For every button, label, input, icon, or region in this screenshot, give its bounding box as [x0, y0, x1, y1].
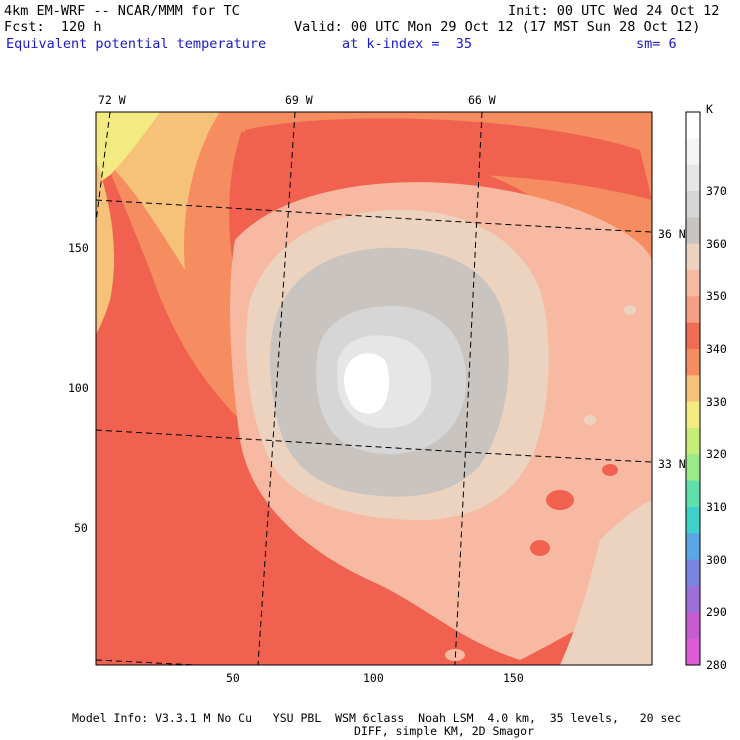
- colorbar-label: 320: [706, 447, 727, 462]
- x-tick-150: 150: [503, 671, 524, 685]
- colorbar-label: 340: [706, 342, 727, 356]
- lon-label-69w: 69 W: [285, 93, 313, 107]
- model-info: Model Info: V3.3.1 M No Cu YSU PBL WSM 6…: [72, 711, 682, 725]
- colorbar-unit: K: [706, 102, 713, 116]
- lon-label-66w: 66 W: [468, 93, 496, 107]
- y-tick-50: 50: [74, 521, 88, 535]
- colorbar-swatch: [686, 401, 700, 429]
- init-time: Init: 00 UTC Wed 24 Oct 12: [508, 3, 720, 19]
- colorbar: [686, 112, 700, 666]
- colorbar-swatch: [686, 454, 700, 482]
- colorbar-swatch: [686, 559, 700, 587]
- colorbar-swatch: [686, 638, 700, 666]
- theta-e-field: [96, 112, 652, 665]
- x-tick-100: 100: [363, 671, 384, 685]
- colorbar-swatch: [686, 112, 700, 139]
- plot-frame: [95, 111, 653, 666]
- colorbar-label: 290: [706, 605, 727, 620]
- colorbar-swatch: [686, 612, 700, 640]
- colorbar-swatch: [686, 507, 700, 534]
- colorbar-label: 370: [706, 184, 727, 198]
- colorbar-swatch: [686, 243, 700, 271]
- colorbar-swatch: [686, 296, 700, 324]
- colorbar-swatch: [686, 191, 700, 218]
- colorbar-label: 360: [706, 236, 727, 251]
- lat-label-36n: 36 N: [658, 227, 686, 241]
- model-title: 4km EM-WRF -- NCAR/MMM for TC: [4, 3, 240, 19]
- valid-time: Valid: 00 UTC Mon 29 Oct 12 (17 MST Sun …: [294, 19, 701, 35]
- colorbar-label: 280: [706, 658, 727, 672]
- colorbar-label: 330: [706, 394, 727, 409]
- colorbar-label: 300: [706, 552, 727, 567]
- colorbar-swatch: [686, 375, 700, 403]
- colorbar-swatch: [686, 586, 700, 613]
- colorbar-swatch: [686, 349, 700, 376]
- field-name: Equivalent potential temperature: [6, 36, 267, 52]
- colorbar-label: 310: [706, 500, 727, 514]
- x-tick-50: 50: [226, 671, 240, 685]
- lat-label-33n: 33 N: [658, 457, 686, 471]
- colorbar-swatch: [686, 270, 700, 297]
- colorbar-frame: [685, 111, 701, 666]
- colorbar-swatch: [686, 428, 700, 455]
- y-tick-100: 100: [68, 381, 89, 395]
- colorbar-swatch: [686, 217, 700, 245]
- smoothing-label: sm= 6: [636, 36, 677, 52]
- colorbar-swatch: [686, 480, 700, 508]
- forecast-hour: Fcst: 120 h: [4, 19, 102, 35]
- colorbar-swatch: [686, 322, 700, 350]
- model-diffusion: DIFF, simple KM, 2D Smagor: [354, 724, 535, 738]
- colorbar-swatch: [686, 533, 700, 561]
- level-label: at k-index = 35: [342, 36, 473, 52]
- colorbar-swatch: [686, 164, 700, 192]
- y-tick-150: 150: [68, 241, 89, 255]
- colorbar-label: 350: [706, 289, 727, 304]
- colorbar-swatch: [686, 138, 700, 166]
- lon-label-72w: 72 W: [98, 93, 126, 107]
